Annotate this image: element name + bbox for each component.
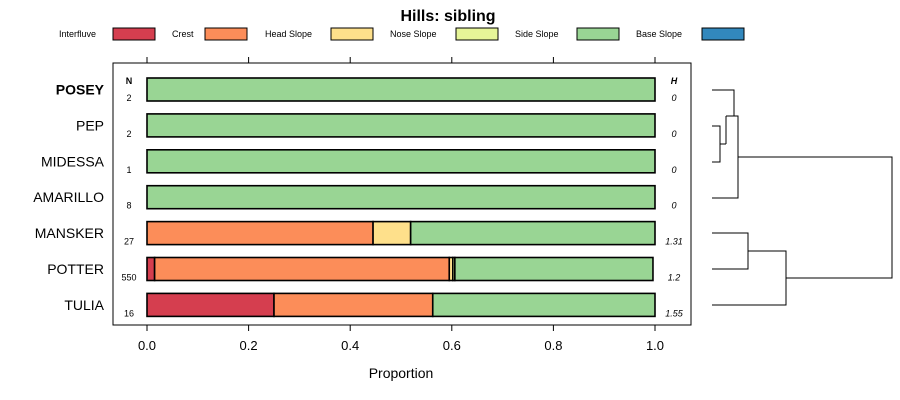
plot-frame [112,62,692,326]
n-value: 1 [126,165,131,175]
legend-swatch-nose-slope [455,27,499,41]
bar-segment-amarillo-side-slope [146,184,656,210]
dendrogram-branch [712,115,739,199]
dendrogram-branch [712,232,749,270]
dendrogram-branch [712,125,721,163]
n-value: 16 [124,308,134,318]
bar-segment-tulia-interfluve [146,292,275,318]
dendrogram-branch [712,250,787,306]
bar-segment-posey-side-slope [146,77,656,102]
chart-title: Hills: sibling [400,8,495,25]
bar-segment-mansker-head-slope [372,220,412,246]
legend-label-base-slope: Base Slope [636,29,682,39]
h-value: 0 [671,129,676,139]
n-value: 27 [124,237,134,247]
x-tick-label: 0.4 [341,338,359,353]
bar-segment-tulia-side-slope [431,292,656,318]
x-tick-label: 0.8 [544,338,562,353]
h-value: 1.55 [665,308,684,318]
x-tick-label: 0.6 [443,338,461,353]
n-value: 2 [126,129,131,139]
legend-label-interfluve: Interfluve [59,29,96,39]
x-tick-label: 0.0 [138,338,156,353]
x-tick-label: 0.2 [240,338,258,353]
bar-segment-potter-side-slope [454,256,654,282]
bar-segment-potter-crest [153,256,451,282]
h-value: 1.31 [665,237,683,247]
legend-swatch-side-slope [576,27,620,41]
legend-label-side-slope: Side Slope [515,29,559,39]
bar-segment-mansker-side-slope [409,220,656,246]
row-label-potter: POTTER [47,261,104,277]
legend-label-crest: Crest [172,29,194,39]
row-label-posey: POSEY [56,82,105,98]
h-value: 0 [671,165,676,175]
n-value: 8 [126,201,131,211]
h-value: 0 [671,201,676,211]
h-value: 0 [671,93,676,103]
bar-segment-potter-interfluve [146,256,156,282]
legend: Interfluve Crest Head Slope Nose Slope Side … [59,27,745,41]
bar-segment-pep-side-slope [146,113,656,138]
x-axis: 0.0 0.2 0.4 0.6 0.8 1.0 [138,57,664,353]
legend-swatch-interfluve [112,27,156,41]
dendrogram-branch [738,156,893,279]
row-label-midessa: MIDESSA [41,153,105,169]
legend-swatch-base-slope [701,27,745,41]
n-column-header: N [126,76,133,86]
legend-swatch-crest [204,27,248,41]
bar-rows: POSEY 2 0 PEP 2 0 MIDESSA 1 0 AMARILLO 8 0 MANSKER 27… [33,77,684,318]
row-label-tulia: TULIA [64,297,104,313]
n-value: 2 [126,93,131,103]
x-axis-label: Proportion [369,365,434,381]
h-value: 1.2 [668,273,681,283]
bar-segment-mansker-crest [146,220,374,246]
row-label-mansker: MANSKER [35,225,104,241]
legend-swatch-head-slope [330,27,374,41]
dendrogram [712,89,893,306]
row-label-amarillo: AMARILLO [33,189,104,205]
n-value: 550 [121,273,136,283]
bar-segment-tulia-crest [273,292,434,318]
row-label-pep: PEP [76,117,104,133]
legend-label-head-slope: Head Slope [265,29,312,39]
legend-label-nose-slope: Nose Slope [390,29,437,39]
dendrogram-branch [712,89,735,117]
bar-segment-midessa-side-slope [146,149,656,174]
x-tick-label: 1.0 [646,338,664,353]
h-column-header: H [671,76,678,86]
